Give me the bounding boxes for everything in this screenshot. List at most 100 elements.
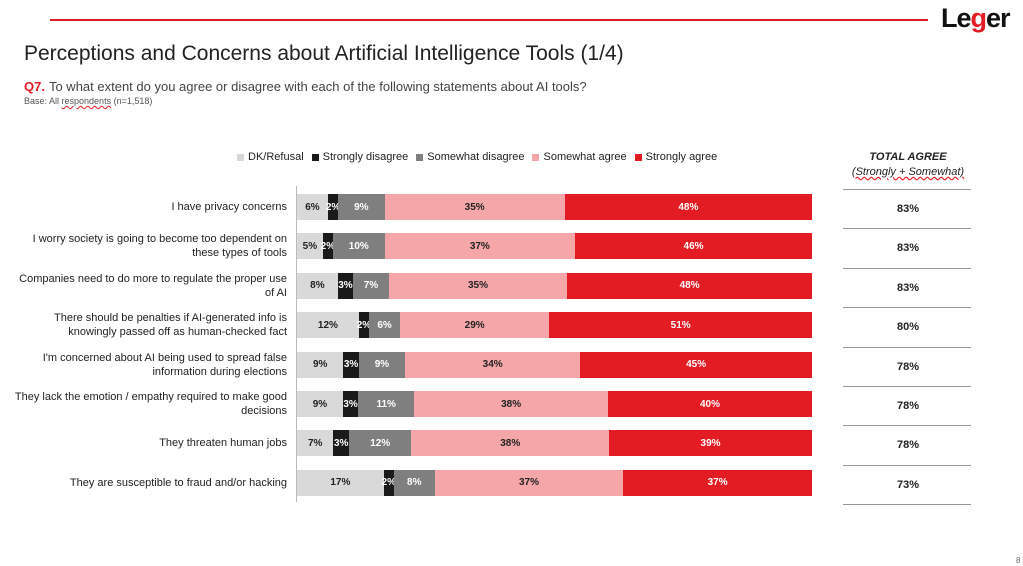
- data-label: 40%: [699, 398, 720, 410]
- category-label: They threaten human jobs: [159, 437, 287, 450]
- data-label: 12%: [370, 437, 391, 449]
- data-label: 29%: [464, 319, 485, 331]
- data-label: 38%: [500, 437, 521, 449]
- legend-item: Strongly disagree: [311, 151, 409, 163]
- total-divider: [843, 425, 971, 427]
- data-label: 2%: [320, 240, 336, 252]
- legend-swatch: [311, 153, 319, 161]
- legend-swatch: [532, 153, 540, 161]
- data-label: 48%: [678, 201, 699, 213]
- data-label: 8%: [310, 280, 325, 292]
- total-agree-subtitle: (Strongly + Somewhat): [851, 166, 965, 178]
- bar-segment: 7%: [353, 272, 389, 299]
- bar-segment: 38%: [414, 391, 609, 417]
- bar-segment: 45%: [580, 351, 812, 378]
- bar-segment: 39%: [609, 430, 812, 457]
- base-note: Base: All respondents (n=1,518): [24, 96, 153, 106]
- bar-segment: 29%: [399, 312, 550, 339]
- data-label: 6%: [377, 319, 392, 331]
- bar-row: 8% 3% 7% 35% 48%: [297, 272, 812, 299]
- legend-item: Somewhat disagree: [416, 151, 524, 163]
- total-agree-value: 83%: [896, 242, 920, 255]
- total-agree-value: 78%: [896, 360, 920, 373]
- total-divider: [843, 504, 971, 506]
- bar-segment: 38%: [411, 430, 610, 457]
- bar-segment: 3%: [333, 430, 349, 457]
- data-label: 9%: [374, 359, 390, 371]
- bar-segment: 48%: [564, 194, 812, 220]
- data-label: 2%: [381, 477, 396, 489]
- total-divider: [843, 346, 971, 348]
- data-label: 3%: [333, 437, 349, 449]
- bar-row: 12% 2% 6% 29% 51%: [297, 312, 812, 339]
- header-rule: [50, 19, 928, 21]
- legend-label: Somewhat agree: [543, 151, 627, 163]
- data-label: 11%: [376, 398, 396, 410]
- bar-segment: 3%: [343, 351, 359, 378]
- data-label: 3%: [343, 359, 359, 371]
- legend-swatch: [416, 153, 424, 161]
- data-label: 7%: [307, 437, 323, 449]
- question-number: Q7.: [24, 79, 45, 94]
- bar-segment: 37%: [623, 469, 812, 496]
- bar-segment: 2%: [356, 312, 372, 339]
- data-label: 35%: [464, 201, 485, 213]
- legend-label: DK/Refusal: [248, 151, 304, 163]
- bar-segment: 17%: [297, 469, 384, 496]
- bar-row: 9% 3% 11% 38% 40%: [297, 391, 812, 417]
- data-label: 2%: [325, 201, 341, 213]
- data-label: 34%: [482, 359, 503, 371]
- total-agree-value: 78%: [896, 439, 920, 452]
- total-agree-header: TOTAL AGREE (Strongly + Somewhat): [838, 150, 978, 180]
- legend-item: Strongly agree: [634, 151, 718, 163]
- bar-segment: 7%: [297, 430, 334, 457]
- data-label: 39%: [700, 437, 721, 449]
- bar-row: 6% 2% 9% 35% 48%: [297, 194, 812, 220]
- bar-segment: 8%: [393, 469, 435, 496]
- legend-label: Strongly disagree: [322, 151, 409, 163]
- data-label: 17%: [330, 477, 351, 489]
- total-divider: [843, 189, 971, 190]
- data-label: 2%: [356, 319, 372, 331]
- bar-segment: 51%: [549, 312, 812, 339]
- data-label: 3%: [343, 398, 358, 410]
- bar-segment: 12%: [297, 312, 359, 339]
- bar-segment: 9%: [358, 351, 406, 378]
- total-divider: [843, 267, 971, 269]
- bar-row: 7% 3% 12% 38% 39%: [297, 430, 812, 457]
- category-label: Companies need to do more to regulate th…: [19, 272, 287, 299]
- data-label: 9%: [312, 398, 328, 410]
- bar-segment: 6%: [369, 312, 400, 339]
- data-label: 12%: [317, 319, 338, 331]
- data-label: 8%: [407, 477, 422, 489]
- data-label: 10%: [348, 240, 369, 252]
- data-label: 6%: [305, 201, 320, 213]
- chart-legend: DK/Refusal Strongly disagree Somewhat disa…: [237, 151, 725, 163]
- bar-segment: 35%: [388, 272, 568, 299]
- bar-segment: 46%: [575, 233, 812, 260]
- bar-segment: 35%: [384, 194, 565, 220]
- question: Q7. To what extent do you agree or disagr…: [24, 79, 587, 94]
- leger-logo: Leger: [941, 3, 1011, 33]
- question-text: To what extent do you agree or disagree …: [48, 79, 587, 94]
- data-label: 9%: [354, 201, 369, 213]
- bar-segment: 11%: [358, 391, 415, 417]
- legend-item: Somewhat agree: [532, 151, 627, 163]
- data-label: 46%: [683, 240, 704, 252]
- legend-label: Strongly agree: [645, 151, 718, 163]
- bar-segment: 3%: [337, 272, 354, 299]
- total-divider: [843, 464, 971, 466]
- bar-segment: 37%: [384, 233, 576, 260]
- bar-segment: 5%: [297, 233, 323, 260]
- category-label: There should be penalties if AI-generate…: [54, 312, 287, 339]
- data-label: 3%: [338, 280, 353, 292]
- data-label: 37%: [707, 477, 728, 489]
- data-label: 9%: [312, 359, 328, 371]
- total-divider: [843, 386, 971, 387]
- page-number: 8: [1016, 556, 1021, 565]
- legend-swatch: [634, 153, 642, 161]
- category-label: I worry society is going to become too d…: [32, 233, 287, 260]
- category-label: They lack the emotion / empathy required…: [14, 391, 287, 417]
- data-label: 35%: [467, 280, 488, 292]
- bar-segment: 10%: [333, 233, 385, 260]
